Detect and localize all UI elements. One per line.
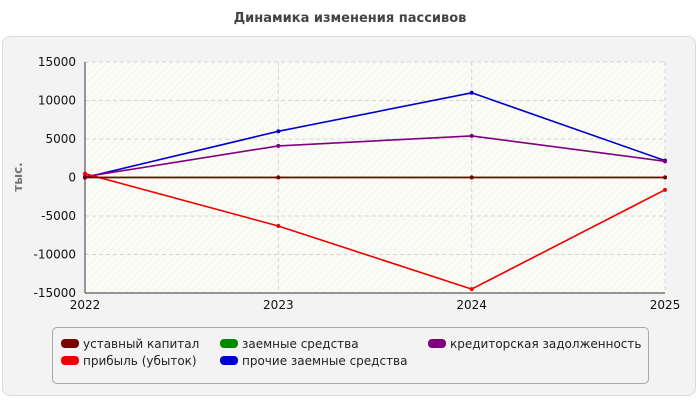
data-point xyxy=(469,133,474,138)
chart-title: Динамика изменения пассивов xyxy=(233,11,467,26)
data-point xyxy=(663,159,667,164)
legend-item-charter-capital: уставный капитал xyxy=(61,336,199,352)
data-point xyxy=(276,224,281,229)
legend: уставный капитал прибыль (убыток) заемны… xyxy=(52,327,649,384)
legend-swatch xyxy=(220,356,238,365)
data-point xyxy=(276,175,281,180)
legend-item-borrowed-funds: заемные средства xyxy=(220,336,359,352)
series-line xyxy=(84,135,666,178)
y-axis-label: тыс. xyxy=(11,162,25,191)
series-line xyxy=(84,92,666,179)
legend-swatch xyxy=(61,339,79,348)
x-tick-label: 2024 xyxy=(456,298,487,312)
legend-label: прочие заемные средства xyxy=(242,354,408,368)
legend-label: кредиторская задолженность xyxy=(450,337,642,351)
series-line xyxy=(84,172,666,290)
x-tick-label: 2022 xyxy=(70,298,101,312)
legend-item-profit-loss: прибыль (убыток) xyxy=(61,353,197,369)
data-point xyxy=(276,129,281,134)
data-point xyxy=(83,171,87,176)
legend-label: уставный капитал xyxy=(83,337,200,351)
y-tick-label: -5000 xyxy=(41,209,76,223)
legend-swatch xyxy=(428,339,446,348)
data-point xyxy=(83,175,87,180)
x-tick-label: 2023 xyxy=(263,298,294,312)
y-tick-label: 0 xyxy=(68,171,76,185)
data-point xyxy=(663,175,667,180)
legend-label: прибыль (убыток) xyxy=(83,354,197,368)
legend-label: заемные средства xyxy=(242,337,359,351)
data-point xyxy=(663,187,667,192)
data-point xyxy=(469,90,474,95)
legend-swatch xyxy=(61,356,79,365)
y-tick-label: 15000 xyxy=(38,55,76,69)
y-tick-label: 10000 xyxy=(38,94,76,108)
y-tick-label: -15000 xyxy=(33,286,76,300)
data-point xyxy=(469,287,474,292)
y-tick-label: 5000 xyxy=(45,132,76,146)
legend-item-accounts-payable: кредиторская задолженность xyxy=(428,336,641,352)
x-tick-label: 2025 xyxy=(650,298,681,312)
legend-item-other-borrowed-funds: прочие заемные средства xyxy=(220,353,408,369)
data-point xyxy=(276,143,281,148)
legend-swatch xyxy=(220,339,238,348)
series-lines xyxy=(83,90,667,292)
y-tick-label: -10000 xyxy=(33,248,76,262)
data-point xyxy=(469,175,474,180)
